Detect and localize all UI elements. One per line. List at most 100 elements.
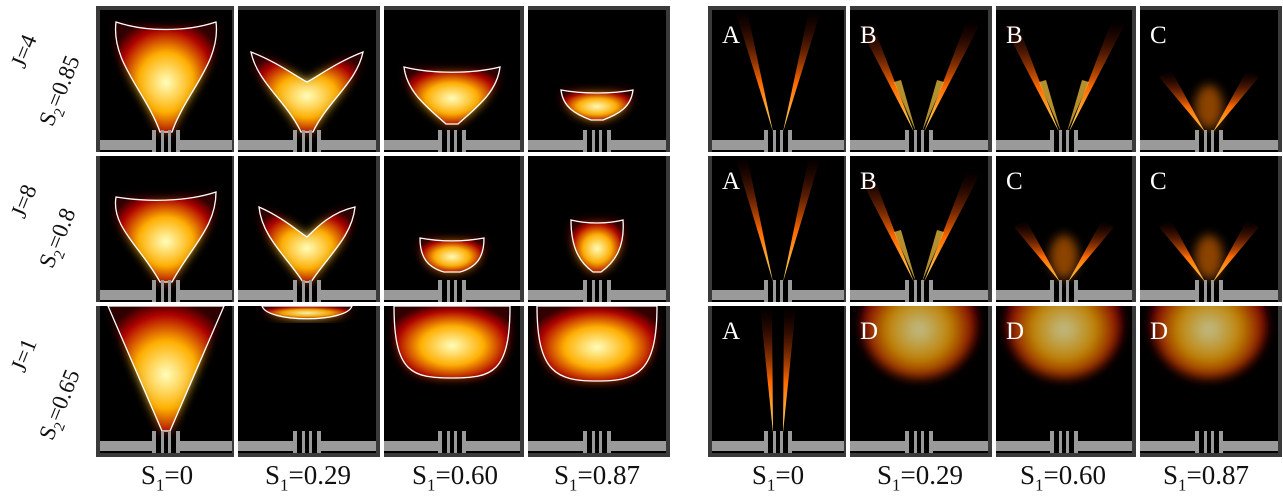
burner-geometry [996, 280, 1132, 302]
burner-geometry [238, 431, 376, 453]
reaction-zone [735, 10, 821, 132]
reaction-zone [1002, 20, 1126, 132]
flame-contour [536, 306, 658, 382]
flame-contour [560, 89, 634, 121]
row-label-2: J=8 [6, 181, 42, 222]
regime-letter: B [1006, 22, 1023, 49]
burner-geometry [528, 130, 666, 152]
temperature-panel [100, 306, 232, 453]
reaction-zone [760, 306, 796, 433]
flame-contour [403, 66, 501, 125]
panel-separator [708, 152, 1282, 156]
heat-release-panel: D [996, 306, 1132, 453]
heat-release-panel: B [996, 10, 1132, 152]
panel-separator [524, 6, 528, 457]
reaction-zone [861, 306, 977, 379]
reaction-zone [735, 156, 821, 282]
flame-contour [570, 219, 624, 273]
col-label-right-1: S1=0 [751, 460, 805, 495]
flame-contour [107, 306, 225, 432]
burner-geometry [238, 130, 376, 152]
reaction-zone [1159, 70, 1259, 132]
panel-separator [380, 6, 384, 457]
flame-region [115, 22, 217, 132]
regime-letter: C [1006, 168, 1023, 195]
burner-geometry [384, 280, 520, 302]
regime-letter: C [1150, 22, 1167, 49]
temperature-panel [528, 156, 666, 302]
row-label-1: J=4 [6, 31, 42, 72]
heat-release-panel: C [1140, 156, 1278, 302]
flame-region [251, 52, 363, 132]
burner-geometry [850, 431, 988, 453]
flame-region [259, 207, 355, 282]
temperature-panel [384, 156, 520, 302]
regime-letter: A [722, 22, 741, 49]
flame-region [571, 220, 624, 272]
panel-separator [846, 6, 850, 457]
regime-letter: D [1006, 318, 1025, 345]
burner-geometry [100, 280, 232, 302]
flame-contour [250, 50, 364, 133]
heat-release-panel: D [850, 306, 988, 453]
flame-region [561, 90, 633, 120]
panel-separator [992, 6, 996, 457]
burner-geometry [100, 431, 232, 453]
flame-contour [261, 306, 353, 320]
heat-release-panel: A [712, 156, 844, 302]
flame-region [404, 67, 500, 124]
temperature-panel [238, 10, 376, 152]
burner-geometry [996, 431, 1132, 453]
heat-release-panel: C [996, 156, 1132, 302]
heat-release-panel: A [712, 306, 844, 453]
burner-geometry [1140, 431, 1278, 453]
burner-geometry [712, 431, 844, 453]
reaction-zone [1151, 306, 1267, 379]
panel-separator [96, 152, 670, 156]
burner-geometry [1140, 130, 1278, 152]
col-label-right-3: S1=0.60 [1019, 460, 1106, 495]
regime-letter: B [860, 22, 877, 49]
heat-release-panel: B [850, 156, 988, 302]
heat-release-panel: A [712, 10, 844, 152]
panel-separator [234, 6, 238, 457]
temperature-panel [384, 306, 520, 453]
reaction-zone [1159, 220, 1259, 282]
reaction-zone [857, 20, 981, 132]
heat-release-panel: D [1140, 306, 1278, 453]
flame-contour [114, 191, 217, 283]
temperature-panel [528, 306, 666, 453]
flame-contour [393, 306, 511, 379]
heat-release-panel: B [850, 10, 988, 152]
col-label-right-4: S1=0.87 [1162, 460, 1249, 495]
temperature-panel [384, 10, 520, 152]
burner-geometry [528, 431, 666, 453]
row-label-2-s2: S2=0.8 [34, 204, 81, 272]
burner-geometry [712, 130, 844, 152]
flame-contour [258, 205, 356, 283]
temperature-panel [528, 10, 666, 152]
panel-separator [708, 302, 1282, 306]
col-label-right-2: S1=0.29 [876, 460, 963, 495]
flame-region [537, 306, 657, 381]
panel-separator [96, 302, 670, 306]
heat-release-grid: A B B C A B C C A D D D [708, 6, 1282, 457]
temperature-panel [238, 306, 376, 453]
burner-geometry [712, 280, 844, 302]
flame-region [108, 306, 224, 431]
col-label-left-3: S1=0.60 [411, 460, 498, 495]
reaction-zone [857, 170, 981, 282]
col-label-left-4: S1=0.87 [553, 460, 640, 495]
flame-region [394, 306, 510, 378]
burner-geometry [850, 280, 988, 302]
regime-letter: B [860, 168, 877, 195]
temperature-field-grid [96, 6, 670, 457]
reaction-zone [1014, 220, 1114, 282]
burner-geometry [528, 280, 666, 302]
reaction-zone [1006, 306, 1122, 379]
temperature-panel [100, 156, 232, 302]
burner-geometry [384, 130, 520, 152]
regime-letter: C [1150, 168, 1167, 195]
flame-contour [419, 237, 485, 273]
col-label-left-1: S1=0 [140, 460, 194, 495]
